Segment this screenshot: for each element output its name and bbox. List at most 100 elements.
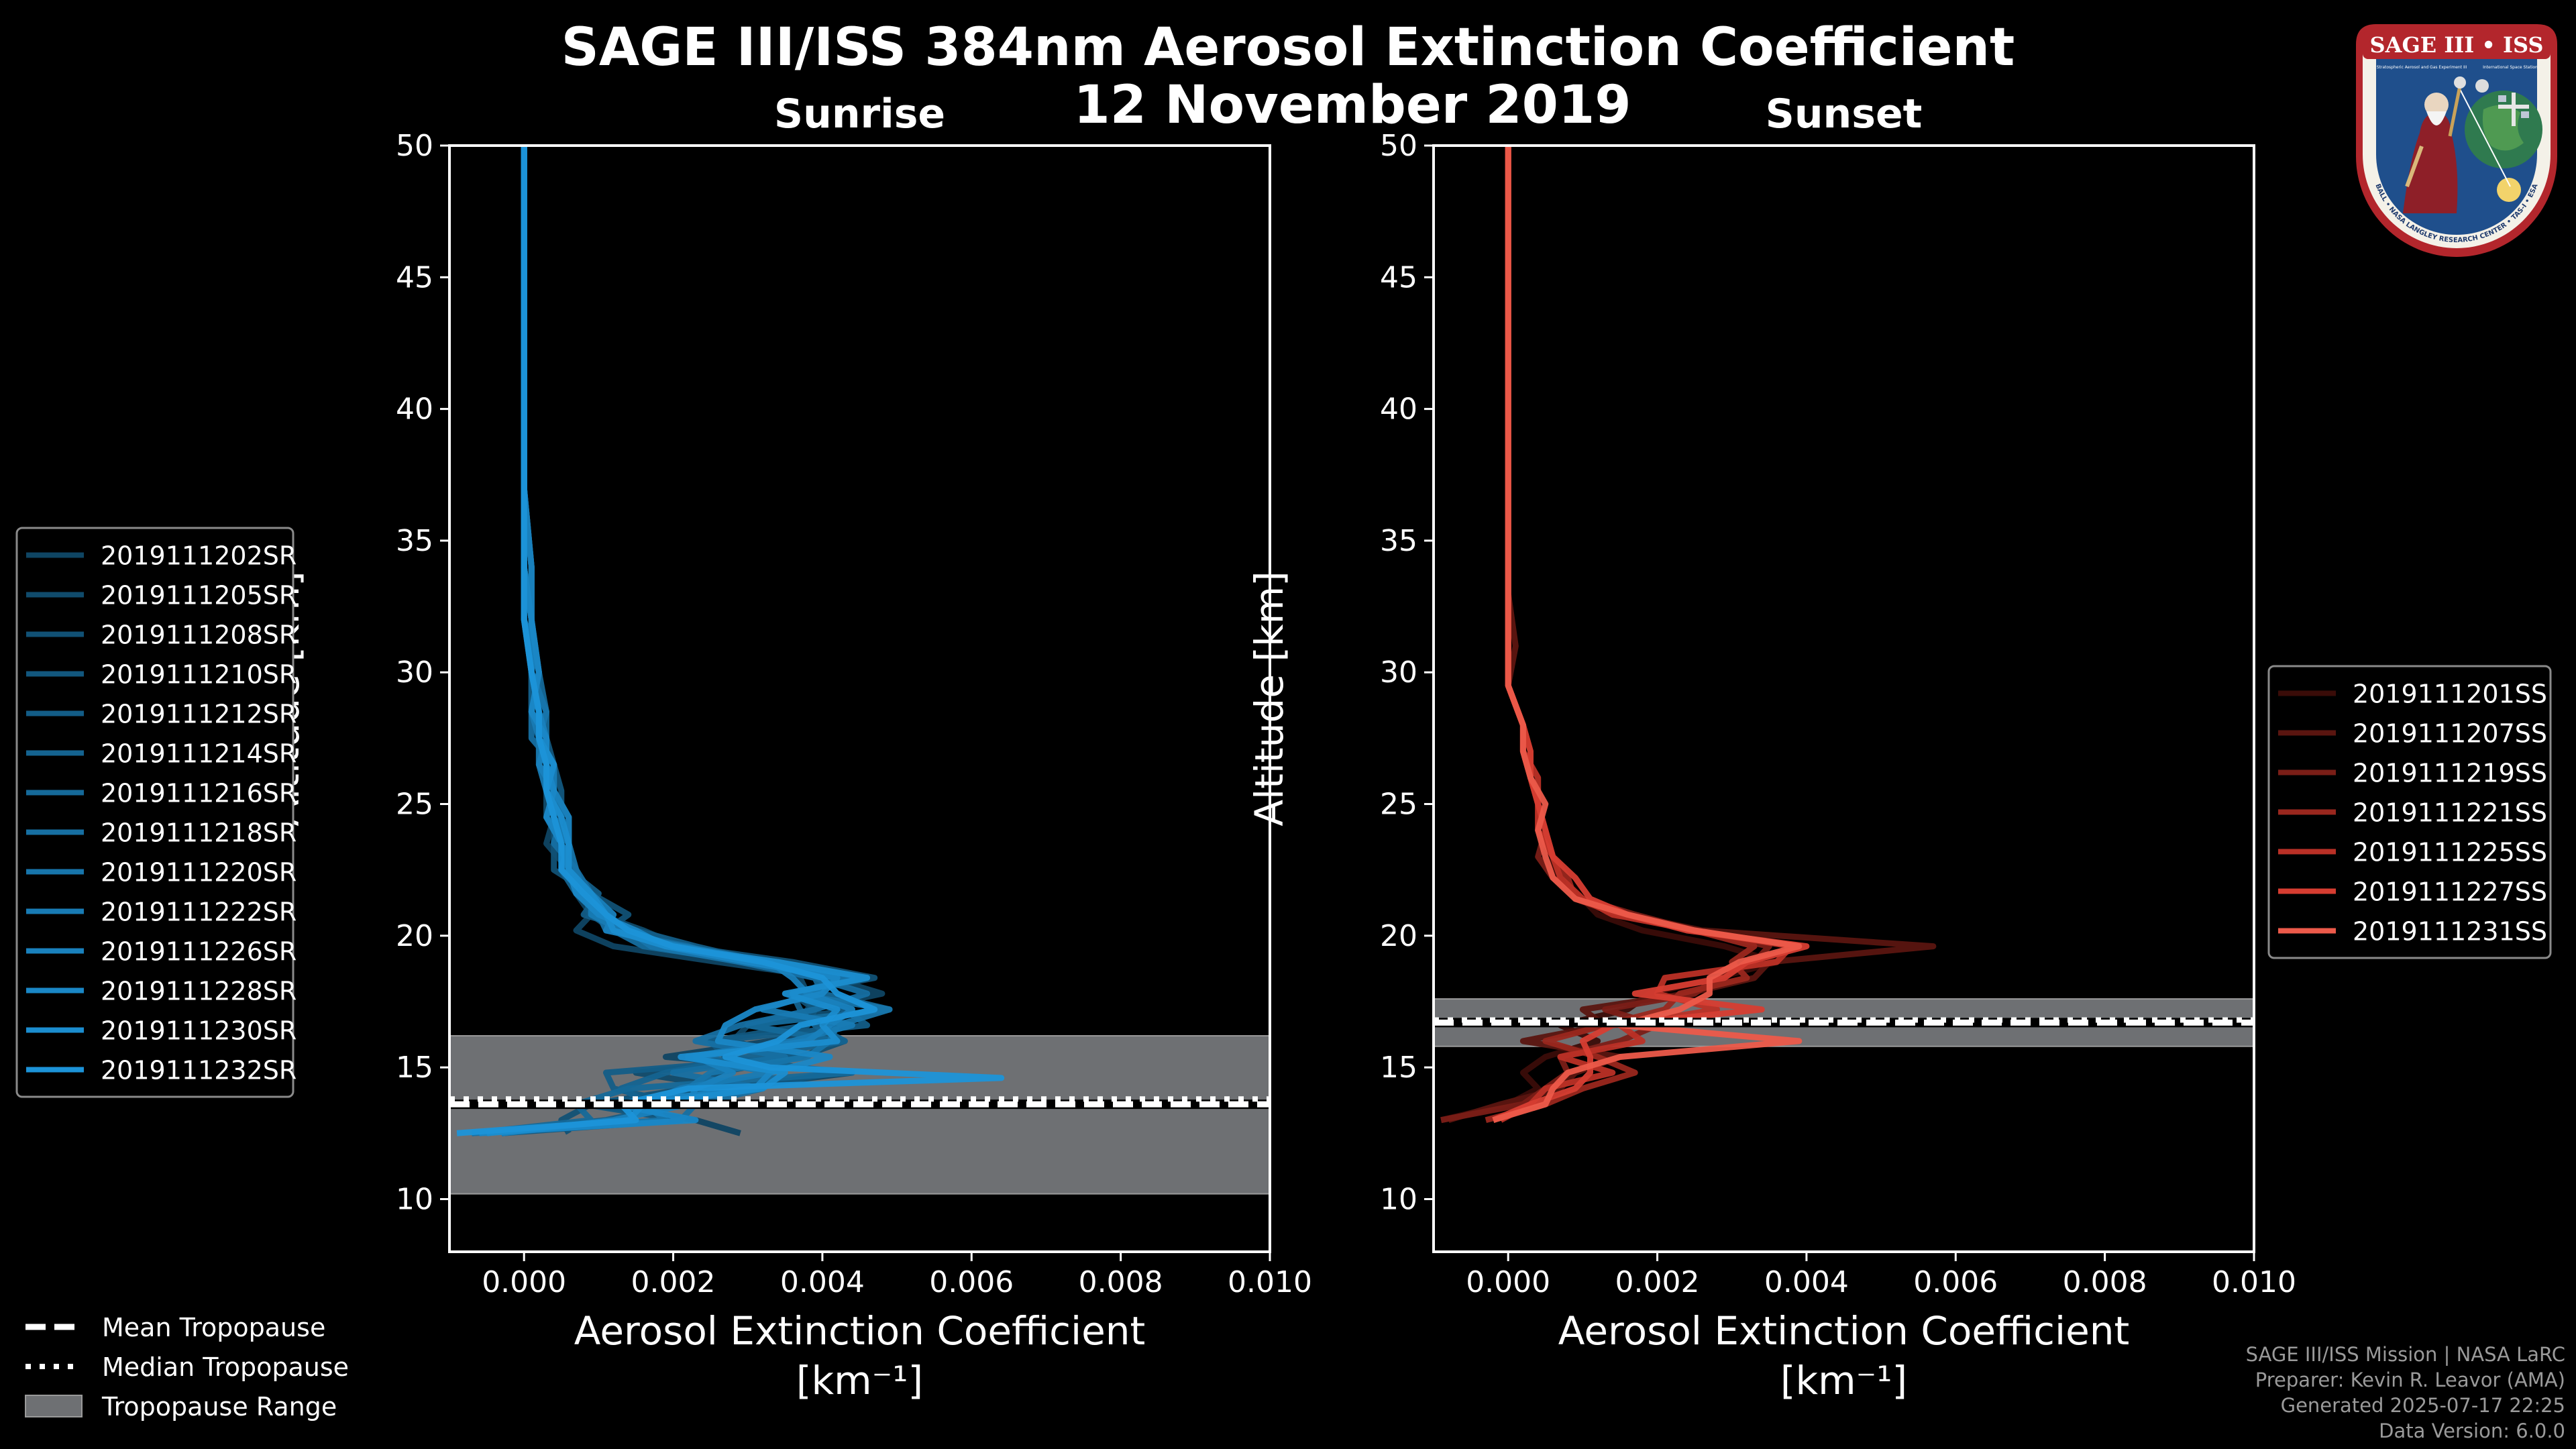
panel-title-sunset: Sunset [1766, 91, 1923, 138]
legend-label: 2019111227SS [2353, 877, 2547, 907]
panels: 0.000 0.002 0.004 0.006 0.008 0.010 10 15 20 25 30… [262, 91, 2296, 1403]
y-tick-label: 50 [396, 129, 433, 163]
astronomer-figure-icon [2403, 76, 2466, 213]
sight-line [2459, 89, 2511, 187]
x-tick-label: 0.006 [1913, 1265, 1998, 1299]
y-tick-label: 50 [1380, 129, 1417, 163]
legend-label: 2019111205SR [101, 581, 297, 610]
patch-subtitle-right: International Space Station [2483, 65, 2538, 70]
series-line-2019111232SR [456, 146, 1005, 1136]
legend-box [15, 527, 294, 1098]
x-axis-unit: [km⁻¹] [796, 1358, 923, 1403]
x-tick-label: 0.000 [1466, 1265, 1550, 1299]
legend-label: 2019111216SR [101, 779, 297, 808]
x-tick-label: 0.002 [1615, 1265, 1700, 1299]
plot-frame [448, 144, 1271, 1253]
x-tick-label: 0.008 [2063, 1265, 2147, 1299]
x-tick-label: 0.010 [1228, 1265, 1312, 1299]
sun-icon [2497, 178, 2521, 202]
legend-label: 2019111208SR [101, 621, 297, 650]
y-tick-label: 45 [396, 260, 433, 294]
legend-label: 2019111231SS [2353, 917, 2547, 947]
y-tick-label: 10 [1380, 1182, 1417, 1216]
legend-swatch-range [25, 1395, 83, 1417]
y-tick-label: 15 [1380, 1051, 1417, 1085]
panel-sunset: 0.000 0.002 0.004 0.006 0.008 0.010 10 15 20 25 30… [1246, 91, 2296, 1403]
y-tick-label: 20 [396, 919, 433, 953]
footer-credits: SAGE III/ISS Mission | NASA LaRC Prepare… [2246, 1342, 2565, 1444]
legend-label: Median Tropopause [102, 1352, 349, 1382]
x-axis-label: Aerosol Extinction Coefficient [574, 1308, 1146, 1354]
y-tick-label: 30 [1380, 655, 1417, 690]
series-line-2019111210SR [501, 146, 841, 1136]
moon-icon [2475, 79, 2489, 93]
x-tick-label: 0.000 [482, 1265, 566, 1299]
legend-label: 2019111228SR [101, 977, 297, 1006]
legend-label: 2019111219SS [2353, 759, 2547, 788]
legend-label: 2019111220SR [101, 858, 297, 888]
series-line-2019111226SR [501, 146, 855, 1136]
legend-label: 2019111202SR [101, 541, 297, 571]
plot-frame [1432, 144, 2255, 1253]
legend-box [2267, 665, 2552, 959]
legend-label: 2019111225SS [2353, 838, 2547, 867]
legend-label: 2019111221SS [2353, 798, 2547, 828]
x-tick-label: 0.004 [1764, 1265, 1849, 1299]
y-tick-label: 35 [396, 524, 433, 558]
series-line-2019111230SR [486, 146, 871, 1136]
y-tick-label: 15 [396, 1051, 433, 1085]
panel-title-sunrise: Sunrise [774, 91, 945, 138]
sunrise-legend: 2019111202SR 2019111205SR 2019111208SR 2019… [15, 527, 297, 1098]
iss-icon [2498, 93, 2529, 126]
x-tick-label: 0.008 [1079, 1265, 1163, 1299]
series-line-2019111218SR [479, 146, 871, 1136]
legend-label: 2019111210SR [101, 660, 297, 690]
legend-label: 2019111214SR [101, 739, 297, 769]
series-line-2019111225SS [1499, 146, 1795, 1123]
chart-subtitle: 12 November 2019 [1073, 75, 1631, 136]
y-tick-label: 25 [1380, 788, 1417, 822]
series-line-2019111228SR [479, 146, 841, 1136]
x-tick-label: 0.004 [780, 1265, 865, 1299]
y-tick-label: 35 [1380, 524, 1417, 558]
series-lines [456, 146, 1005, 1136]
x-tick-label: 0.010 [2212, 1265, 2296, 1299]
legend-label: 2019111222SR [101, 898, 297, 927]
footer-data-version: Data Version: 6.0.0 [2379, 1419, 2565, 1442]
y-tick-label: 40 [1380, 392, 1417, 427]
patch-title-band [2363, 31, 2551, 59]
legend-label: 2019111226SR [101, 937, 297, 967]
sage-iii-mission-patch: SAGE III • ISS Stratospheric Aerosol and… [2356, 24, 2557, 257]
y-tick-label: 40 [396, 392, 433, 427]
chart-title: SAGE III/ISS 384nm Aerosol Extinction Co… [561, 17, 2015, 78]
series-lines [1440, 146, 1937, 1124]
x-axis-unit: [km⁻¹] [1780, 1358, 1907, 1403]
series-line-2019111231SS [1492, 146, 1803, 1124]
patch-subtitle-left: Stratospheric Aerosol and Gas Experiment… [2377, 65, 2467, 70]
sunset-legend: 2019111201SS 2019111207SS 2019111219SS 2019… [2267, 665, 2552, 959]
x-axis-label: Aerosol Extinction Coefficient [1558, 1308, 2130, 1354]
footer-mission: SAGE III/ISS Mission | NASA LaRC [2245, 1343, 2565, 1366]
legend-label: 2019111207SS [2353, 719, 2547, 749]
patch-title: SAGE III • ISS [2370, 32, 2544, 58]
legend-label: 2019111201SS [2353, 680, 2547, 709]
legend-label: Mean Tropopause [102, 1313, 325, 1342]
series-line-2019111212SR [486, 146, 871, 1136]
y-tick-label: 30 [396, 655, 433, 690]
x-tick-label: 0.006 [929, 1265, 1014, 1299]
y-tick-label: 25 [396, 788, 433, 822]
legend-label: 2019111230SR [101, 1016, 297, 1046]
footer-generated: Generated 2025-07-17 22:25 [2280, 1394, 2565, 1417]
legend-label: 2019111232SR [101, 1056, 297, 1085]
panel-sunrise: 0.000 0.002 0.004 0.006 0.008 0.010 10 15 20 25 30… [262, 91, 1312, 1403]
y-axis-label: Altitude [km] [1246, 571, 1292, 826]
y-tick-label: 10 [396, 1182, 433, 1216]
legend-label: 2019111218SR [101, 818, 297, 848]
legend-label: Tropopause Range [101, 1392, 337, 1421]
tropopause-legend: Mean Tropopause Median Tropopause Tropopau… [25, 1313, 349, 1421]
footer-preparer: Preparer: Kevin R. Leavor (AMA) [2255, 1368, 2565, 1391]
y-tick-label: 20 [1380, 919, 1417, 953]
legend-label: 2019111212SR [101, 700, 297, 729]
x-tick-label: 0.002 [631, 1265, 716, 1299]
